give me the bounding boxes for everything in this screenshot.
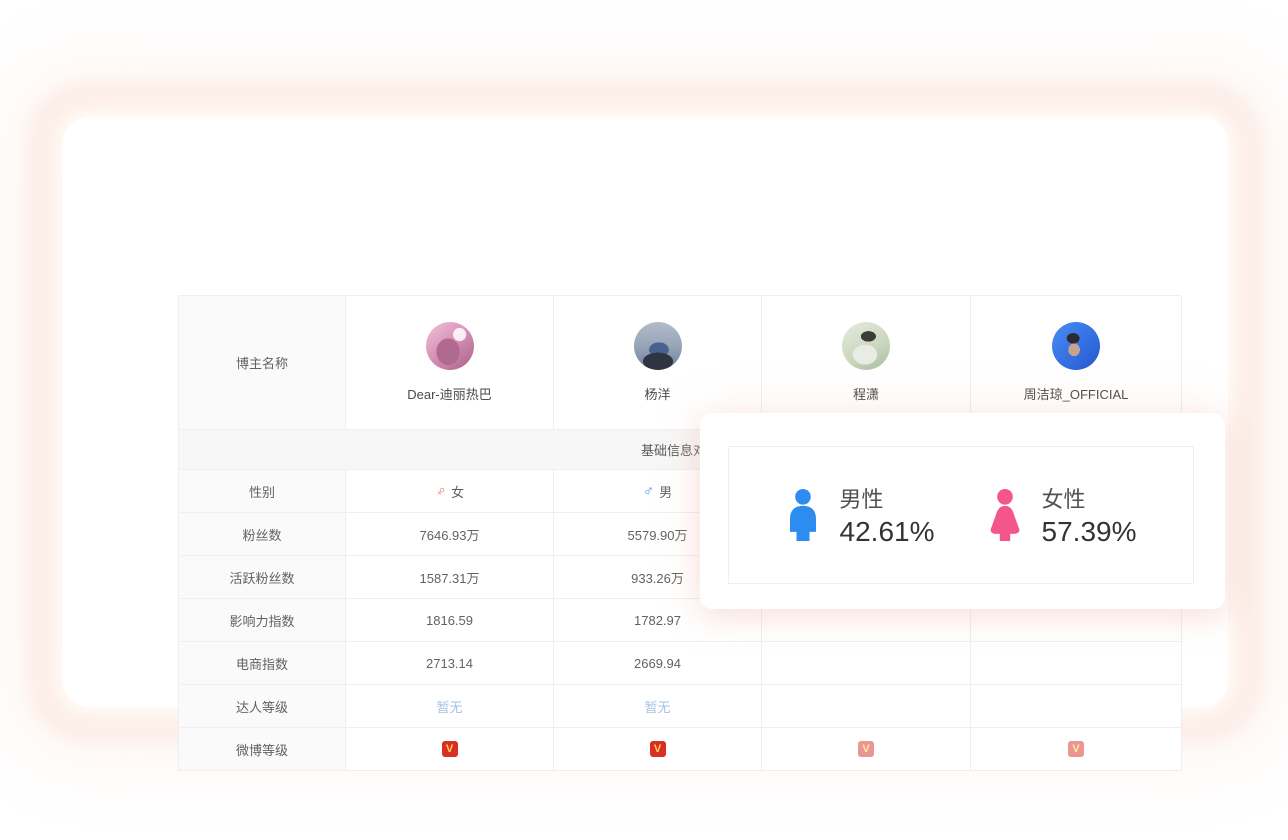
avatar-zhoujieqiong[interactable] — [1052, 322, 1100, 370]
male-label: 男性 — [839, 487, 884, 512]
row-label: 影响力指数 — [229, 613, 295, 629]
value-cell: 暂无 — [346, 685, 554, 728]
blogger-column-zhoujieqiong: 周洁琼_OFFICIAL — [971, 296, 1182, 430]
cell-value: 1816.59 — [426, 612, 473, 628]
badge-cell: V — [346, 728, 554, 771]
female-person-icon — [990, 489, 1019, 541]
row-label-weibo-level: 微博等级 — [179, 728, 346, 771]
cell-value: 2669.94 — [634, 655, 681, 671]
value-cell-hidden — [971, 685, 1182, 728]
row-label: 微博等级 — [235, 742, 288, 758]
cell-value-none: 暂无 — [644, 699, 671, 715]
row-label-gender: 性别 — [179, 470, 346, 513]
blogger-name[interactable]: 杨洋 — [644, 387, 671, 402]
female-label: 女性 — [1041, 487, 1086, 512]
weibo-vip-badge-icon: V — [858, 741, 874, 757]
male-person-icon — [789, 489, 816, 541]
badge-cell: V — [554, 728, 762, 771]
gender-distribution-box: 男性 42.61% 女性 57.39% — [728, 446, 1194, 584]
cell-value: 1587.31万 — [419, 570, 480, 586]
blogger-column-chengxiao: 程潇 — [762, 296, 971, 430]
badge-cell: V — [762, 728, 971, 771]
cell-value: 933.26万 — [631, 570, 684, 586]
cell-value-none: 暂无 — [436, 699, 463, 715]
badge-cell: V — [971, 728, 1182, 771]
avatar-yangyang[interactable] — [633, 322, 682, 370]
row-label: 性别 — [248, 484, 275, 500]
male-gender-icon: ♂ — [642, 482, 655, 500]
cell-value: 5579.90万 — [627, 527, 688, 543]
value-cell: 1816.59 — [346, 599, 554, 642]
female-stat: 女性 57.39% — [988, 482, 1137, 548]
row-label: 电商指数 — [235, 656, 288, 672]
row-label-active-followers: 活跃粉丝数 — [179, 556, 346, 599]
header-label-cell: 博主名称 — [179, 296, 346, 430]
value-cell-hidden — [971, 642, 1182, 685]
gender-distribution-card: 男性 42.61% 女性 57.39% — [700, 413, 1225, 609]
row-label-talent-level: 达人等级 — [179, 685, 346, 728]
blogger-name[interactable]: 周洁琼_OFFICIAL — [1023, 387, 1129, 402]
blogger-column-dilireba: Dear-迪丽热巴 — [346, 296, 554, 430]
row-label: 粉丝数 — [242, 527, 282, 543]
gender-cell: ♀ 女 — [346, 470, 554, 513]
female-percentage: 57.39% — [1041, 516, 1137, 547]
blogger-name[interactable]: Dear-迪丽热巴 — [407, 387, 492, 402]
blogger-name[interactable]: 程潇 — [852, 387, 879, 402]
cell-value: 2713.14 — [426, 655, 473, 671]
row-label-influence-index: 影响力指数 — [179, 599, 346, 642]
gender-text: 男 — [659, 484, 673, 500]
avatar-dilireba[interactable] — [425, 322, 474, 370]
blogger-column-yangyang: 杨洋 — [554, 296, 762, 430]
value-cell: 2669.94 — [554, 642, 762, 685]
value-cell-hidden — [762, 685, 971, 728]
row-label-followers: 粉丝数 — [179, 513, 346, 556]
male-percentage: 42.61% — [839, 516, 935, 547]
row-label: 活跃粉丝数 — [229, 570, 295, 586]
male-stat: 男性 42.61% — [786, 482, 935, 548]
gender-text: 女 — [451, 484, 465, 500]
value-cell-hidden — [762, 642, 971, 685]
value-cell: 7646.93万 — [346, 513, 554, 556]
weibo-vip-badge-icon: V — [649, 741, 666, 757]
value-cell: 2713.14 — [346, 642, 554, 685]
row-label-ecommerce-index: 电商指数 — [179, 642, 346, 685]
female-gender-icon: ♀ — [430, 481, 451, 501]
weibo-vip-badge-icon: V — [441, 741, 458, 757]
row-label: 达人等级 — [235, 699, 288, 715]
main-panel: 博主名称 Dear-迪丽热巴 杨洋 程潇 周洁琼_OFFICIAL 基础信息对比 — [63, 117, 1228, 771]
header-label: 博主名称 — [235, 356, 288, 371]
avatar-chengxiao[interactable] — [842, 322, 890, 370]
value-cell: 暂无 — [554, 685, 762, 728]
weibo-vip-badge-icon: V — [1068, 741, 1084, 757]
cell-value: 1782.97 — [634, 612, 681, 628]
cell-value: 7646.93万 — [419, 527, 480, 543]
value-cell: 1587.31万 — [346, 556, 554, 599]
section-title: 基础信息对比 — [640, 443, 719, 458]
